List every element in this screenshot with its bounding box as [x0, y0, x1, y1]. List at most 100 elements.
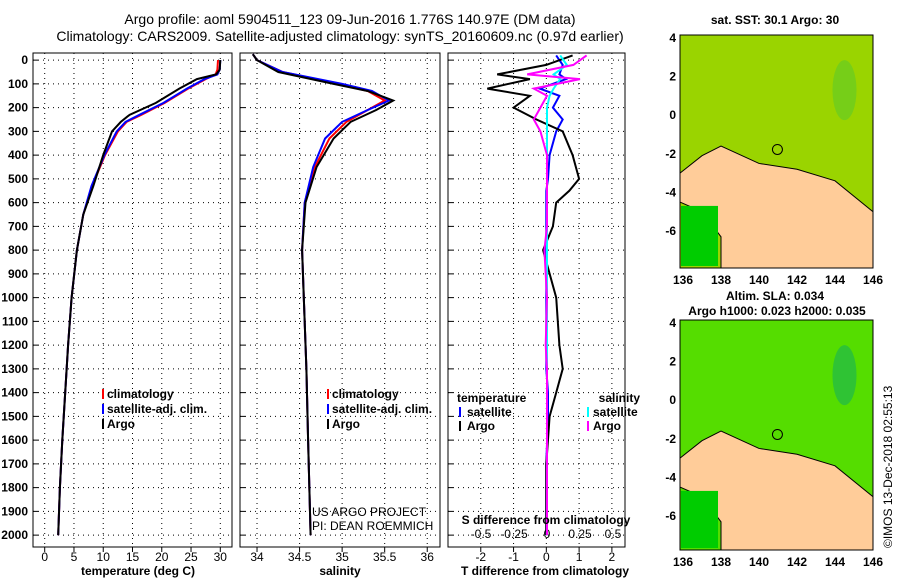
map-xtick-label: 142	[787, 555, 807, 569]
ytick-label: 2000	[1, 528, 28, 542]
plot-layer: 0100200300400500600700800900100011001200…	[1, 31, 883, 569]
panel-frame-1	[239, 52, 441, 548]
ytick-label: 1600	[1, 433, 28, 447]
panel-frame-2	[447, 52, 626, 548]
xtick-label: 1	[576, 550, 583, 564]
map-ytick-label: 2	[669, 355, 676, 369]
ytick-label: 500	[8, 172, 28, 186]
map-ytick-label: 4	[669, 316, 676, 330]
panel-frame-0	[32, 52, 233, 548]
map-ytick-label: -2	[665, 147, 676, 161]
map-ytick-label: -2	[665, 432, 676, 446]
map-ytick-label: -4	[665, 185, 676, 199]
sst-map-title: sat. SST: 30.1 Argo: 30	[711, 13, 840, 27]
map-xtick-label: 138	[711, 555, 731, 569]
title-line-2: Climatology: CARS2009. Satellite-adjuste…	[56, 28, 623, 44]
xtick-label: 5	[71, 550, 78, 564]
legend-label: Argo	[107, 417, 135, 431]
ytick-label: 1800	[1, 481, 28, 495]
legend-label: Argo	[332, 417, 360, 431]
argo-float-marker	[771, 428, 783, 440]
map-ytick-label: 2	[669, 70, 676, 84]
temp-xlabel: temperature (deg C)	[81, 564, 195, 578]
ytick-label: 1200	[1, 338, 28, 352]
xtick-label: 15	[126, 550, 140, 564]
x2tick-label: -0.5	[471, 527, 492, 541]
series-line-t-argo	[487, 54, 581, 536]
map-ytick-label: -4	[665, 470, 676, 484]
map-ytick-label: 0	[669, 108, 676, 122]
ytick-label: 1100	[2, 314, 28, 328]
legend-heading-temperature: temperature	[457, 391, 527, 405]
map-xtick-label: 144	[825, 555, 845, 569]
legend-label: satellite-adj. clim.	[332, 402, 432, 416]
tdiff-xlabel: T difference from climatology	[461, 564, 629, 578]
map-ytick-label: 0	[669, 393, 676, 407]
xtick-label: 20	[155, 550, 169, 564]
ytick-label: 1900	[1, 504, 28, 518]
xtick-label: 34.5	[288, 550, 312, 564]
legend-label: satellite	[467, 405, 512, 419]
map-ytick-label: -6	[665, 509, 676, 523]
x2tick-label: 0.25	[568, 527, 592, 541]
xtick-label: 35	[335, 550, 349, 564]
map-xtick-label: 144	[825, 273, 845, 287]
ytick-label: 900	[8, 267, 28, 281]
legend-label: satellite-adj. clim.	[107, 402, 207, 416]
map-ocean-south	[681, 490, 718, 548]
legend-heading-salinity: salinity	[599, 391, 641, 405]
ytick-label: 400	[8, 148, 28, 162]
ytick-label: 300	[8, 124, 28, 138]
series-line-argo	[251, 53, 396, 536]
ytick-label: 1700	[1, 457, 28, 471]
sla-map-subtitle: Argo h1000: 0.023 h2000: 0.035	[688, 304, 866, 318]
x2tick-label: -0.25	[500, 527, 528, 541]
series-line-s-argo	[526, 54, 588, 536]
xtick-label: 30	[214, 550, 228, 564]
map-xtick-label: 136	[673, 273, 693, 287]
map-xtick-label: 138	[711, 273, 731, 287]
ytick-label: 1000	[1, 291, 28, 305]
map-xtick-label: 140	[749, 273, 769, 287]
legend-label: climatology	[332, 387, 399, 401]
x2tick-label: 0.5	[605, 527, 622, 541]
ytick-label: 0	[21, 53, 28, 67]
map-ytick-label: 4	[669, 31, 676, 45]
xtick-label: -1	[508, 550, 519, 564]
title-line-1: Argo profile: aoml 5904511_123 09-Jun-20…	[124, 11, 575, 27]
xtick-label: 0	[41, 550, 48, 564]
ytick-label: 1500	[1, 409, 28, 423]
ytick-label: 700	[8, 219, 28, 233]
map-ytick-label: -6	[665, 224, 676, 238]
xtick-label: 2	[609, 550, 616, 564]
legend-label: Argo	[467, 419, 495, 433]
xtick-label: 35.5	[373, 550, 397, 564]
legend-label: climatology	[107, 387, 174, 401]
ytick-label: 100	[8, 77, 28, 91]
credit-project: US ARGO PROJECT	[312, 505, 427, 519]
legend-label: Argo	[593, 419, 621, 433]
map-xtick-label: 146	[863, 273, 883, 287]
map-xtick-label: 136	[673, 555, 693, 569]
ytick-label: 200	[8, 101, 28, 115]
credit-pi: PI: DEAN ROEMMICH	[312, 519, 433, 533]
xtick-label: 0	[543, 550, 550, 564]
ytick-label: 1300	[1, 362, 28, 376]
ytick-label: 800	[8, 243, 28, 257]
map-xtick-label: 140	[749, 555, 769, 569]
argo-float-marker	[771, 143, 783, 155]
xtick-label: 36	[421, 550, 435, 564]
xtick-label: -2	[475, 550, 486, 564]
map-anomaly-patch	[832, 60, 857, 121]
series-line-argo	[57, 60, 222, 536]
xtick-label: 25	[184, 550, 198, 564]
map-ocean-south	[681, 205, 718, 266]
ytick-label: 1400	[1, 386, 28, 400]
sal-xlabel: salinity	[319, 564, 361, 578]
map-xtick-label: 146	[863, 555, 883, 569]
map-xtick-label: 142	[787, 273, 807, 287]
map-anomaly-patch	[832, 345, 857, 406]
ytick-label: 600	[8, 196, 28, 210]
